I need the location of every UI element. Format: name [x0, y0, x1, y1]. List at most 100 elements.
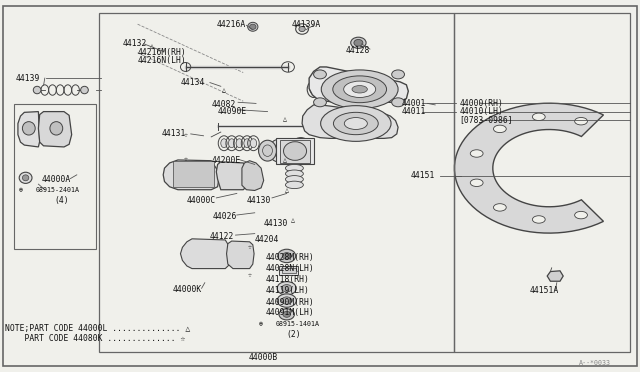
Ellipse shape [244, 139, 250, 148]
Text: 44204: 44204 [255, 235, 279, 244]
Bar [99, 13, 454, 352]
Ellipse shape [333, 112, 378, 135]
Ellipse shape [285, 170, 303, 177]
Ellipse shape [321, 106, 391, 141]
Text: 44151A: 44151A [530, 286, 559, 295]
Text: 08915-2401A: 08915-2401A [35, 187, 79, 193]
Ellipse shape [19, 172, 32, 183]
Text: [0783-0986]: [0783-0986] [460, 115, 513, 124]
Ellipse shape [283, 311, 291, 317]
Ellipse shape [314, 98, 326, 107]
Ellipse shape [328, 84, 335, 94]
Text: △: △ [150, 44, 154, 49]
Polygon shape [227, 241, 254, 269]
Ellipse shape [342, 84, 349, 94]
Text: 44151: 44151 [411, 171, 435, 180]
Text: 44028M(RH): 44028M(RH) [266, 253, 314, 262]
Ellipse shape [319, 84, 327, 94]
Ellipse shape [277, 294, 296, 307]
Bar [279, 266, 298, 275]
Bar [14, 104, 96, 249]
Bar [280, 140, 310, 163]
Ellipse shape [273, 145, 284, 157]
Polygon shape [38, 112, 72, 147]
Text: (4): (4) [54, 196, 69, 205]
Polygon shape [302, 105, 398, 138]
Ellipse shape [310, 84, 317, 94]
Text: 44000K: 44000K [173, 285, 202, 294]
Ellipse shape [575, 211, 588, 219]
Ellipse shape [348, 84, 356, 94]
Text: 44028N(LH): 44028N(LH) [266, 264, 314, 273]
Ellipse shape [352, 86, 367, 93]
Ellipse shape [344, 81, 376, 97]
Bar [282, 268, 296, 273]
Ellipse shape [392, 70, 404, 79]
Text: 44090M(RH): 44090M(RH) [266, 298, 314, 307]
Text: 44128: 44128 [346, 46, 370, 55]
Text: ⊕: ⊕ [259, 321, 263, 327]
Text: 44131: 44131 [161, 129, 186, 138]
Text: A··*0033: A··*0033 [579, 360, 611, 366]
Text: 44001: 44001 [402, 99, 426, 108]
Ellipse shape [282, 285, 292, 292]
Bar [276, 138, 314, 164]
Text: △: △ [283, 116, 287, 122]
Text: PART CODE 44080K .............. ☆: PART CODE 44080K .............. ☆ [5, 334, 186, 343]
Ellipse shape [354, 39, 363, 46]
Ellipse shape [344, 118, 367, 129]
Ellipse shape [493, 125, 506, 132]
Text: 44139A: 44139A [291, 20, 321, 29]
Ellipse shape [392, 98, 404, 107]
Ellipse shape [470, 150, 483, 157]
Text: 44119(LH): 44119(LH) [266, 286, 310, 295]
Text: ⊕: ⊕ [19, 187, 23, 193]
Text: 44091M(LH): 44091M(LH) [266, 308, 314, 317]
Ellipse shape [282, 297, 292, 304]
Ellipse shape [333, 76, 387, 103]
Text: 44216M(RH): 44216M(RH) [138, 48, 186, 57]
Ellipse shape [285, 181, 303, 189]
Ellipse shape [250, 24, 256, 29]
Text: 44000A: 44000A [42, 175, 71, 184]
Text: 44118(RH): 44118(RH) [266, 275, 310, 284]
Polygon shape [216, 162, 248, 190]
Ellipse shape [532, 113, 545, 121]
Ellipse shape [279, 309, 294, 320]
Bar [173, 161, 214, 187]
Ellipse shape [228, 139, 235, 148]
Text: △: △ [222, 87, 226, 93]
Text: △: △ [283, 158, 287, 164]
Polygon shape [547, 271, 563, 281]
Ellipse shape [269, 140, 288, 162]
Text: 44134: 44134 [181, 78, 205, 87]
Ellipse shape [335, 84, 343, 94]
Ellipse shape [321, 70, 398, 109]
Text: ☆: ☆ [248, 244, 252, 250]
Text: 44130: 44130 [264, 219, 288, 228]
Ellipse shape [22, 122, 35, 135]
Text: 08915-1401A: 08915-1401A [275, 321, 319, 327]
Ellipse shape [314, 70, 326, 79]
Text: ☆: ☆ [184, 156, 188, 162]
Text: △: △ [285, 187, 289, 193]
Text: 44000C: 44000C [187, 196, 216, 205]
Ellipse shape [351, 37, 366, 48]
Ellipse shape [532, 216, 545, 223]
Ellipse shape [289, 138, 312, 164]
Text: 44216A: 44216A [216, 20, 246, 29]
Ellipse shape [285, 176, 303, 183]
Ellipse shape [299, 26, 305, 32]
Polygon shape [309, 67, 408, 102]
Ellipse shape [50, 122, 63, 135]
Ellipse shape [221, 139, 227, 148]
Text: 44216N(LH): 44216N(LH) [138, 56, 186, 65]
Ellipse shape [284, 144, 295, 157]
Ellipse shape [294, 144, 307, 158]
Ellipse shape [22, 175, 29, 181]
Ellipse shape [259, 140, 276, 161]
Ellipse shape [279, 139, 300, 163]
Ellipse shape [250, 139, 257, 148]
Ellipse shape [33, 86, 41, 94]
Ellipse shape [575, 118, 588, 125]
